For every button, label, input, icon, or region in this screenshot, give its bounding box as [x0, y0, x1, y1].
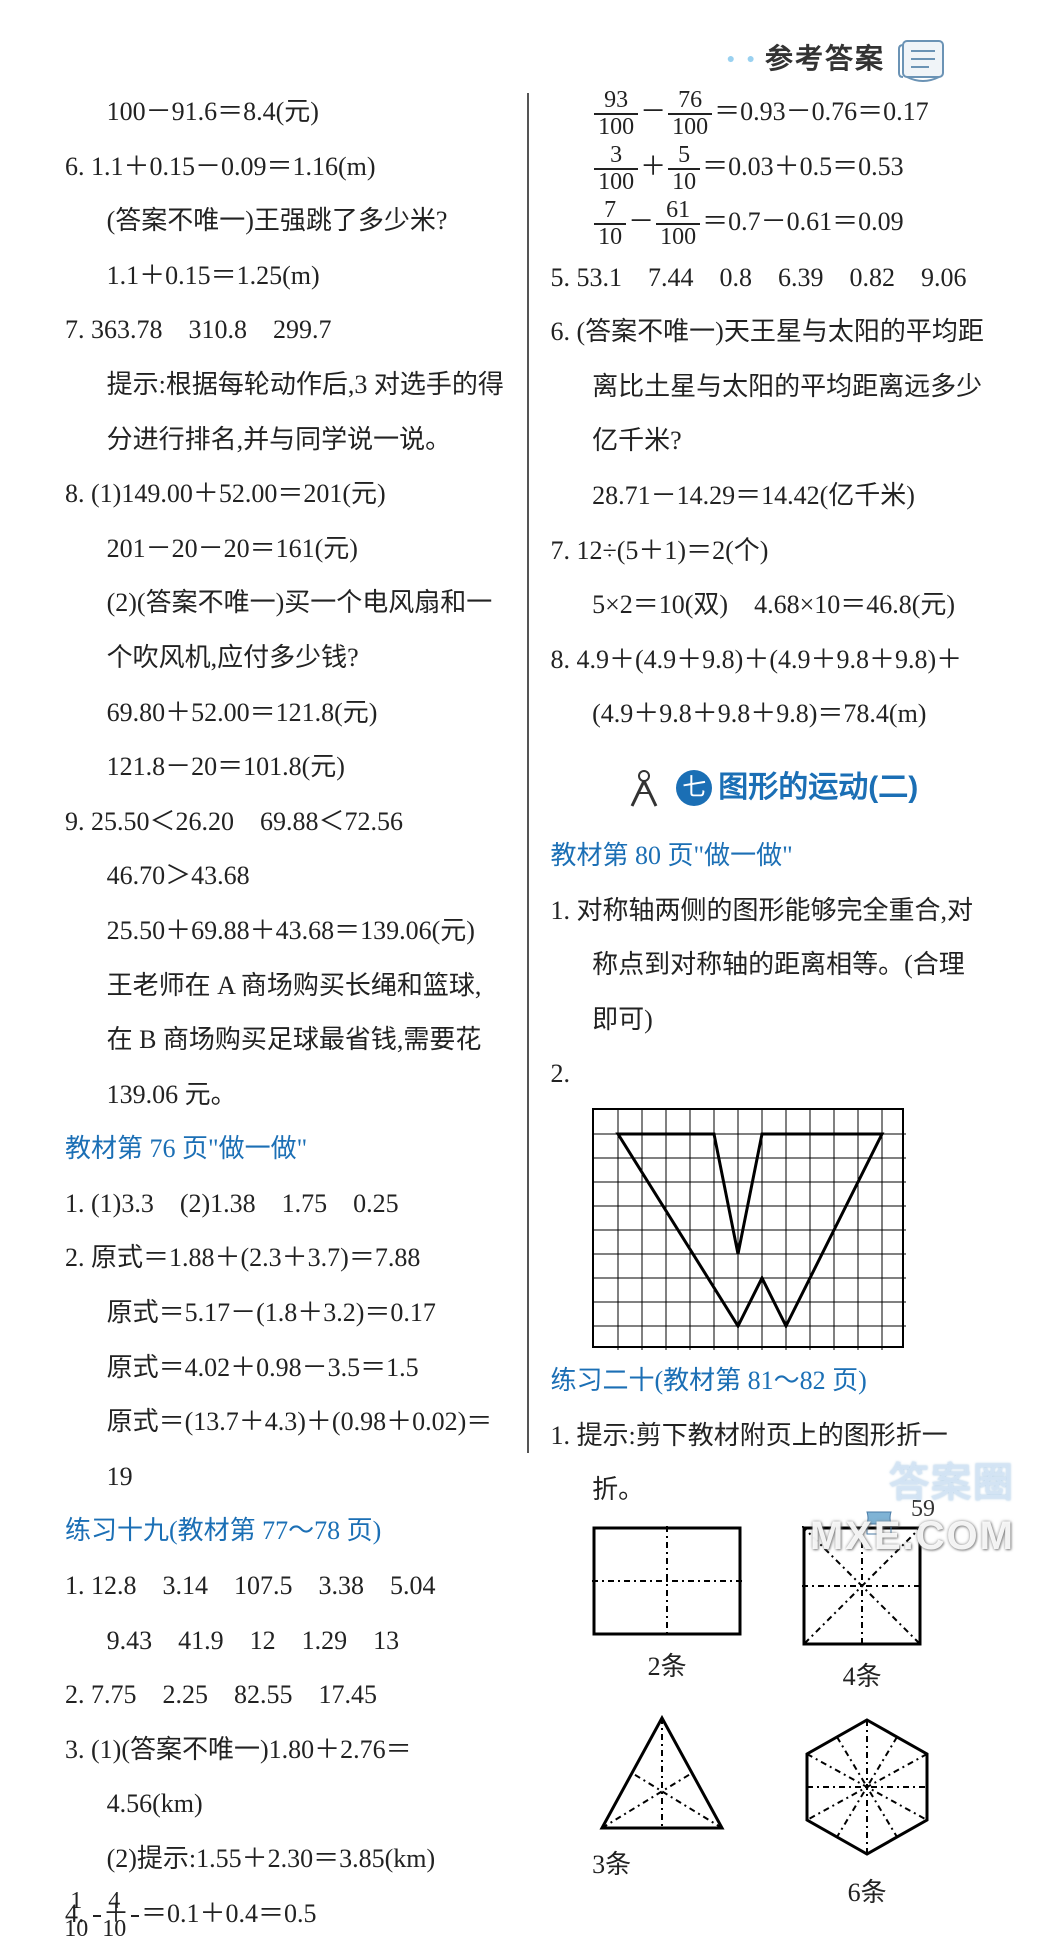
- text-line: 2. 7.75 2.25 82.55 17.45: [65, 1668, 505, 1723]
- text-line: 2.: [551, 1047, 991, 1102]
- fraction: 710: [594, 198, 626, 250]
- shape-label: 4条: [802, 1650, 922, 1705]
- section-heading: 练习十九(教材第 77～78 页): [65, 1504, 505, 1559]
- text-line: (答案不唯一)王强跳了多少米?: [65, 194, 505, 249]
- text-line: 201－20－20＝161(元): [65, 522, 505, 577]
- watermark: MXE.COM: [810, 1494, 1015, 1578]
- section-heading: 教材第 80 页"做一做": [551, 829, 991, 884]
- text-line: 1. 12.8 3.14 107.5 3.38 5.04: [65, 1559, 505, 1614]
- fraction: 3100: [594, 143, 638, 195]
- shape-rectangle: 2条: [592, 1526, 742, 1705]
- fraction: 61100: [656, 198, 700, 250]
- chapter-title: 图形的运动(二): [718, 756, 918, 819]
- shape-label: 2条: [592, 1640, 742, 1695]
- text-line: 7. 12÷(5＋1)＝2(个): [551, 524, 991, 579]
- section-heading: 练习二十(教材第 81～82 页): [551, 1354, 991, 1409]
- header-dots: ● ●: [727, 45, 759, 74]
- text-line: 1. 对称轴两侧的图形能够完全重合,对称点到对称轴的距离相等。(合理即可): [551, 884, 991, 1048]
- text-line: 5×2＝10(双) 4.68×10＝46.8(元): [551, 578, 991, 633]
- text-line: 原式＝5.17－(1.8＋3.2)＝0.17: [65, 1286, 505, 1341]
- chapter-heading: 七 图形的运动(二): [551, 756, 991, 819]
- text-line: 93100－76100＝0.93－0.76＝0.17: [551, 85, 991, 140]
- text-line: 原式＝(13.7＋4.3)＋(0.98＋0.02)＝19: [65, 1395, 505, 1504]
- text-line: 1.1＋0.15＝1.25(m): [65, 249, 505, 304]
- fraction: 76100: [668, 88, 712, 140]
- text-line: 121.8－20＝101.8(元): [65, 740, 505, 795]
- text-line: (2)提示:1.55＋2.30＝3.85(km): [65, 1832, 505, 1887]
- text-line: 7. 363.78 310.8 299.7: [65, 303, 505, 358]
- chapter-number-badge: 七: [676, 770, 712, 806]
- scroll-icon: [895, 35, 955, 83]
- shapes-row: 3条 6条: [592, 1712, 990, 1921]
- text-line: 原式＝4.02＋0.98－3.5＝1.5: [65, 1341, 505, 1396]
- text-line: 8. (1)149.00＋52.00＝201(元): [65, 467, 505, 522]
- compass-icon: [622, 766, 666, 810]
- text-line: 25.50＋69.88＋43.68＝139.06(元): [65, 904, 505, 959]
- text-line: 6. (答案不唯一)天王星与太阳的平均距离比土星与太阳的平均距离远多少亿千米?: [551, 305, 991, 469]
- text-line: 8. 4.9＋(4.9＋9.8)＋(4.9＋9.8＋9.8)＋(4.9＋9.8＋…: [551, 633, 991, 742]
- grid-symmetry-figure: [592, 1108, 904, 1348]
- fraction: 110: [93, 1889, 101, 1941]
- text-line: (2)(答案不唯一)买一个电风扇和一个吹风机,应付多少钱?: [65, 576, 505, 685]
- section-heading: 教材第 76 页"做一做": [65, 1122, 505, 1177]
- text-line: 100－91.6＝8.4(元): [65, 85, 505, 140]
- shape-label: 3条: [592, 1838, 732, 1893]
- text-line: 王老师在 A 商场购买长绳和篮球,在 B 商场购买足球最省钱,需要花 139.0…: [65, 959, 505, 1123]
- fraction: 410: [131, 1889, 139, 1941]
- fraction: 510: [668, 143, 700, 195]
- text-line: 710－61100＝0.7－0.61＝0.09: [551, 195, 991, 250]
- text-line: 3. (1)(答案不唯一)1.80＋2.76＝4.56(km): [65, 1723, 505, 1832]
- text-line: 4. 110＋410＝0.1＋0.4＝0.5: [65, 1887, 505, 1942]
- text-line: 提示:根据每轮动作后,3 对选手的得分进行排名,并与同学说一说。: [65, 358, 505, 467]
- text-line: 5. 53.1 7.44 0.8 6.39 0.82 9.06: [551, 251, 991, 306]
- text-line: 1. (1)3.3 (2)1.38 1.75 0.25: [65, 1177, 505, 1232]
- right-column: 93100－76100＝0.93－0.76＝0.17 3100＋510＝0.03…: [529, 85, 1001, 1520]
- shape-triangle: 3条: [592, 1712, 732, 1921]
- text-line: 2. 原式＝1.88＋(2.3＋3.7)＝7.88: [65, 1231, 505, 1286]
- shape-hexagon: 6条: [792, 1712, 942, 1921]
- text-line: 6. 1.1＋0.15－0.09＝1.16(m): [65, 140, 505, 195]
- text-line: 28.71－14.29＝14.42(亿千米): [551, 469, 991, 524]
- fraction: 93100: [594, 88, 638, 140]
- header-title: 参考答案: [765, 30, 885, 89]
- content-columns: 100－91.6＝8.4(元) 6. 1.1＋0.15－0.09＝1.16(m)…: [55, 85, 1000, 1520]
- text-line: 69.80＋52.00＝121.8(元): [65, 686, 505, 741]
- text-line: 9.43 41.9 12 1.29 13: [65, 1614, 505, 1669]
- text-line: 46.70＞43.68: [65, 849, 505, 904]
- shape-label: 6条: [792, 1866, 942, 1921]
- text-line: 9. 25.50＜26.20 69.88＜72.56: [65, 795, 505, 850]
- text-line: 3100＋510＝0.03＋0.5＝0.53: [551, 140, 991, 195]
- page-header: ● ● 参考答案: [555, 30, 955, 89]
- left-column: 100－91.6＝8.4(元) 6. 1.1＋0.15－0.09＝1.16(m)…: [55, 85, 527, 1520]
